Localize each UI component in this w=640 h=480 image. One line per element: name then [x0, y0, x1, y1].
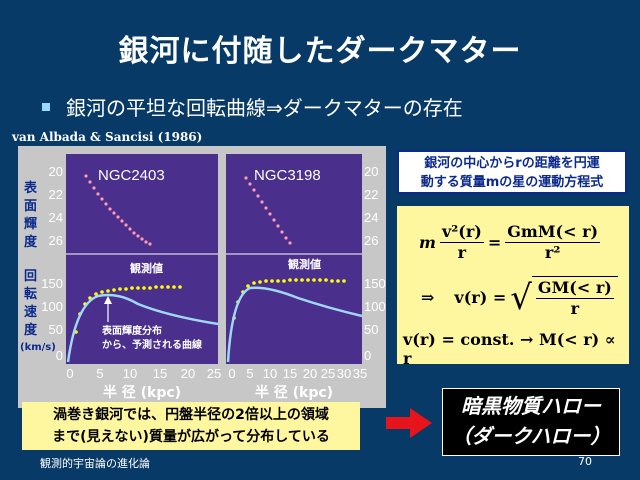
left-bottom-tick-1: 100 [41, 299, 63, 314]
conclusion-line2: まで(見えない)質量が広がって分布している [52, 429, 330, 445]
eq2-sqrt-den: r [570, 299, 580, 318]
ylabel-top-2: 輝 [24, 216, 37, 232]
ylabel-top-1: 面 [24, 199, 37, 214]
surface-brightness-points [84, 174, 292, 246]
observed-rotation-points [74, 278, 346, 334]
conclusion-line1: 渦巻き銀河では、円盤半径の2倍以上の領域 [53, 407, 329, 423]
left-bottom-tick-0: 150 [41, 276, 63, 291]
annotation-line2: から、予測される曲線 [102, 338, 202, 351]
eq1-rhs-den: r² [544, 243, 561, 262]
footer-page-number: 70 [578, 455, 592, 468]
eq1-equals: = [487, 233, 502, 252]
left-top-tick-3: 26 [49, 233, 63, 248]
footer-course-title: 観測的宇宙論の進化論 [40, 457, 150, 470]
annotation-line1: 表面輝度分布 [101, 324, 162, 337]
annotation-arrow-head-icon [104, 296, 112, 304]
ylabel-bottom-2: 速 [24, 304, 37, 320]
equation-description-box: 銀河の中心からrの距離を円運 動する質量mの星の運動方程式 [397, 150, 627, 194]
equation-1: m v²(r) r = GmM(< r) r² [419, 222, 604, 263]
right-x-tick-2: 10 [263, 366, 277, 381]
right-bottom-tick-3: 0 [364, 348, 371, 363]
eq1-rhs-fraction: GmM(< r) r² [505, 222, 601, 263]
result-box: 暗黒物質ハロー （ダークハロー） [442, 388, 620, 456]
ylabel-bottom-1: 転 [24, 286, 37, 302]
right-panel [226, 154, 362, 364]
left-x-tick-5: 25 [207, 366, 221, 381]
eq1-lhs-fraction: v²(r) r [439, 222, 484, 263]
left-bottom-tick-2: 50 [49, 322, 63, 337]
right-top-tick-0: 20 [364, 164, 378, 179]
bullet-square-icon [42, 102, 50, 111]
ylabel-bottom-0: 回 [24, 269, 37, 284]
left-top-tick-1: 22 [49, 187, 63, 202]
right-arrow-icon [386, 408, 432, 438]
right-x-tick-1: 5 [246, 366, 253, 381]
rotation-curve-figure: NGC2403 NGC3198 表 面 輝 度 回 転 速 度 (km/s) 2… [18, 146, 386, 408]
equation-description-line1: 銀河の中心からrの距離を円運 [424, 156, 600, 171]
right-top-tick-2: 24 [364, 210, 378, 225]
eq1-lhs-den: r [457, 243, 467, 262]
right-observed-label: 観測値 [288, 257, 321, 271]
slide-title: 銀河に付随したダークマター [118, 34, 522, 69]
left-x-tick-4: 20 [181, 366, 195, 381]
equation-description-line2: 動する質量mの星の運動方程式 [420, 175, 604, 190]
eq2-sqrt-fraction: GM(< r) r [535, 278, 614, 319]
ylabel-top-0: 表 [23, 180, 38, 196]
left-x-label: 半 径 (kpc) [103, 384, 181, 401]
conclusion-box: 渦巻き銀河では、円盤半径の2倍以上の領域 まで(見えない)質量が広がって分布して… [22, 402, 360, 450]
right-bottom-tick-1: 100 [364, 299, 386, 314]
right-x-tick-6: 30 [337, 366, 351, 381]
right-top-tick-3: 26 [364, 233, 378, 248]
left-x-tick-2: 10 [123, 366, 137, 381]
left-predicted-curve [66, 293, 219, 363]
left-panel-name: NGC2403 [98, 167, 165, 184]
ylabel-top-3: 度 [24, 234, 38, 250]
eq2-sqrt: √ GM(< r) r [510, 276, 618, 319]
left-x-tick-0: 0 [66, 366, 73, 381]
bullet-point: 銀河の平坦な回転曲線⇒ダークマターの存在 [42, 92, 463, 121]
right-x-tick-4: 20 [303, 366, 317, 381]
result-line1: 暗黒物質ハロー [461, 394, 601, 418]
citation: van Albada & Sancisi (1986) [12, 130, 203, 144]
left-x-tick-1: 5 [96, 366, 103, 381]
right-x-tick-7: 35 [353, 366, 367, 381]
right-x-tick-0: 0 [228, 366, 235, 381]
ylabel-bottom-3: 度 [24, 322, 38, 338]
right-top-tick-1: 22 [364, 187, 378, 202]
eq1-lhs-num: v²(r) [439, 222, 484, 243]
eq1-rhs-num: GmM(< r) [505, 222, 601, 243]
right-predicted-curve [226, 286, 363, 363]
eq2-arrow: ⇒ [421, 288, 435, 307]
eq2-lhs: v(r) = [454, 288, 507, 307]
bullet-text: 銀河の平坦な回転曲線⇒ダークマターの存在 [66, 96, 463, 120]
sqrt-icon: √ [510, 277, 532, 318]
right-x-tick-5: 25 [321, 366, 335, 381]
equation-3: v(r) = const. → M(< r) ∝ r [403, 330, 616, 368]
left-panel [66, 154, 218, 364]
left-bottom-tick-3: 0 [56, 348, 63, 363]
left-top-tick-0: 20 [49, 164, 63, 179]
right-bottom-tick-0: 150 [364, 276, 386, 291]
result-line2: （ダークハロー） [451, 424, 611, 448]
right-x-label: 半 径 (kpc) [255, 384, 333, 401]
left-x-tick-3: 15 [153, 366, 167, 381]
eq2-sqrt-num: GM(< r) [535, 278, 614, 299]
eq1-m: m [419, 233, 436, 252]
left-observed-label: 観測値 [130, 261, 163, 275]
figure-svg: NGC2403 NGC3198 表 面 輝 度 回 転 速 度 (km/s) 2… [20, 154, 386, 401]
right-panel-name: NGC3198 [254, 167, 321, 184]
left-top-tick-2: 24 [49, 210, 63, 225]
equations-box: m v²(r) r = GmM(< r) r² ⇒ v(r) = √ GM(< … [397, 206, 629, 368]
equation-2: ⇒ v(r) = √ GM(< r) r [421, 276, 618, 319]
right-bottom-tick-2: 50 [364, 322, 378, 337]
y-unit: (km/s) [20, 342, 56, 353]
right-x-tick-3: 15 [283, 366, 297, 381]
